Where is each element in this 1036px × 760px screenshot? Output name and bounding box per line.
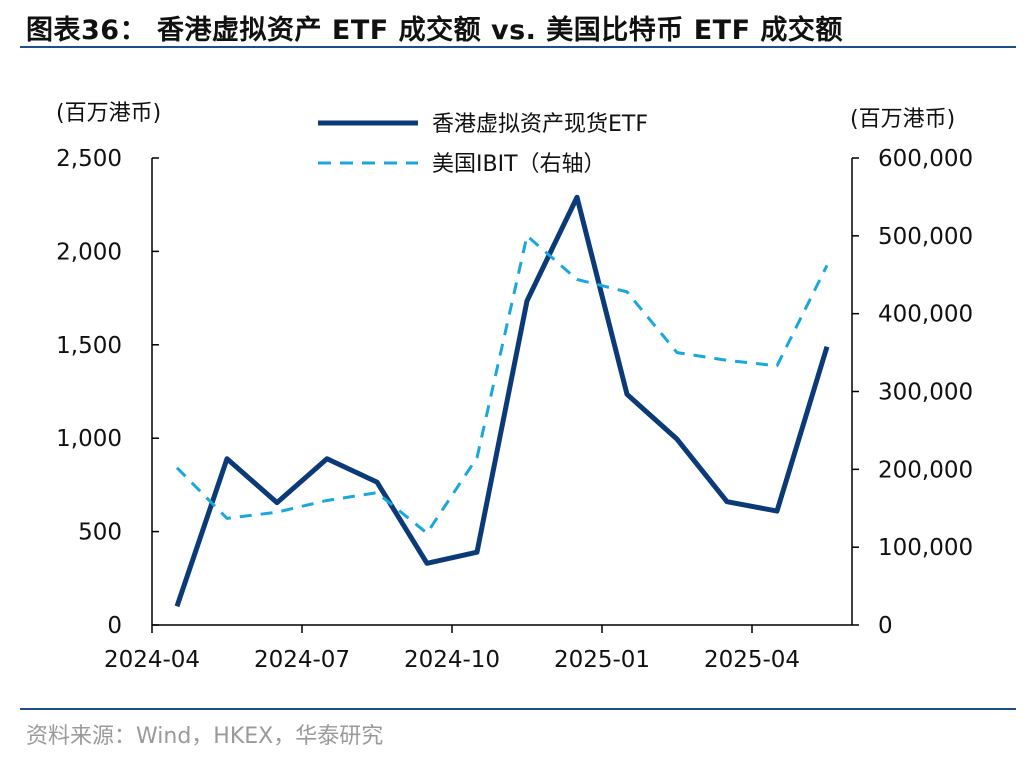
y-left-tick-label: 2,000 xyxy=(56,239,122,265)
series-line-ibit xyxy=(175,234,829,535)
y-right-tick-label: 600,000 xyxy=(878,146,973,172)
y-left-unit-label: (百万港币) xyxy=(56,101,161,126)
legend-label: 香港虚拟资产现货ETF xyxy=(432,112,648,137)
y-right-tick-label: 500,000 xyxy=(878,224,973,250)
y-left-tick-label: 500 xyxy=(78,520,122,546)
y-right-tick-label: 0 xyxy=(878,613,893,639)
y-left-tick-label: 0 xyxy=(107,613,122,639)
y-right-tick-label: 300,000 xyxy=(878,380,973,406)
series-line-hk-etf xyxy=(174,194,830,608)
x-tick-label: 2025-04 xyxy=(704,647,800,673)
y-left-tick-label: 2,500 xyxy=(56,146,122,172)
title-divider xyxy=(20,46,1016,48)
y-right-tick-label: 100,000 xyxy=(878,535,973,561)
y-right-unit-label: (百万港币) xyxy=(850,107,955,132)
source-note: 资料来源：Wind，HKEX，华泰研究 xyxy=(26,724,384,749)
x-tick-label: 2024-07 xyxy=(254,647,350,673)
chart-title: 图表36： 香港虚拟资产 ETF 成交额 vs. 美国比特币 ETF 成交额 xyxy=(26,15,843,46)
y-right-tick-label: 200,000 xyxy=(878,457,973,483)
legend-label: 美国IBIT（右轴） xyxy=(432,152,606,177)
source-divider xyxy=(20,708,1016,710)
y-left-tick-label: 1,500 xyxy=(56,333,122,359)
y-left-tick-label: 1,000 xyxy=(56,426,122,452)
x-tick-label: 2024-04 xyxy=(104,647,200,673)
y-right-tick-label: 400,000 xyxy=(878,302,973,328)
x-tick-label: 2024-10 xyxy=(404,647,500,673)
x-tick-label: 2025-01 xyxy=(554,647,650,673)
